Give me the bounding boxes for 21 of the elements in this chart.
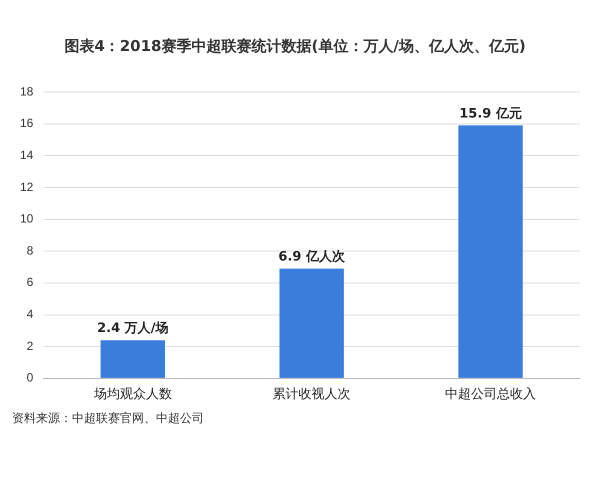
bar <box>100 340 165 378</box>
data-label: 2.4 万人/场 <box>97 321 168 336</box>
y-tick-label: 10 <box>20 212 34 226</box>
y-tick-label: 2 <box>26 338 34 353</box>
y-tick-label: 14 <box>20 148 34 162</box>
data-label: 6.9 亿人次 <box>278 249 346 264</box>
y-tick-label: 4 <box>26 307 34 322</box>
y-tick-label: 12 <box>20 180 34 194</box>
x-tick-label: 场均观众人数 <box>92 386 172 401</box>
bar <box>279 268 344 378</box>
y-tick-label: 8 <box>26 243 34 258</box>
x-tick-label: 累计收视人次 <box>272 386 351 401</box>
x-tick-label: 中超公司总收入 <box>445 386 536 401</box>
y-tick-label: 18 <box>20 84 34 98</box>
data-label: 15.9 亿元 <box>459 106 522 122</box>
bar <box>458 125 523 378</box>
y-tick-label: 16 <box>20 116 34 130</box>
text: 资料来源：中超联赛官网、中超公司 <box>12 410 204 427</box>
chart-title: 图表4：2018赛季中超联赛统计数据(单位：万人/场、亿人次、亿元) <box>64 36 526 55</box>
y-tick-label: 6 <box>26 275 34 290</box>
y-tick-label: 0 <box>26 370 34 385</box>
